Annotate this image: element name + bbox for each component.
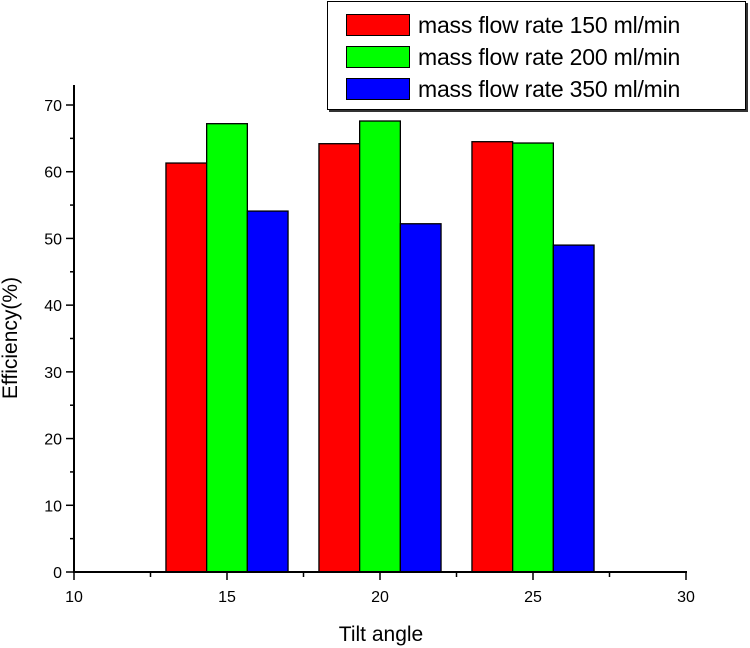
x-tick-label: 25 (524, 589, 542, 606)
y-axis-title: Efficiency(%) (0, 277, 22, 399)
bar (165, 162, 208, 573)
y-tick-label: 60 (44, 165, 62, 182)
x-tick-label: 15 (218, 589, 236, 606)
legend-label: mass flow rate 350 ml/min (418, 75, 681, 102)
y-tick-label: 30 (44, 365, 62, 382)
y-tick-label: 20 (44, 432, 62, 449)
x-axis: 10 15 20 25 30 (65, 571, 695, 606)
legend-swatch-red (346, 14, 410, 36)
y-axis: 0 10 20 30 40 50 60 70 (44, 85, 75, 582)
legend-item-150: mass flow rate 150 ml/min (346, 10, 680, 40)
bar (552, 244, 595, 573)
bar (246, 210, 289, 573)
x-tick-label: 30 (677, 589, 695, 606)
bar (512, 142, 554, 573)
legend-item-200: mass flow rate 200 ml/min (346, 42, 680, 72)
legend-swatch-blue (346, 78, 410, 100)
x-axis-title: Tilt angle (339, 623, 423, 646)
bar (318, 143, 361, 573)
y-tick-label: 0 (53, 565, 62, 582)
y-tick-label: 70 (44, 98, 62, 115)
legend-swatch-green (346, 46, 410, 68)
x-tick-label: 10 (65, 589, 83, 606)
legend-label: mass flow rate 200 ml/min (418, 43, 681, 70)
legend-item-350: mass flow rate 350 ml/min (346, 74, 680, 104)
y-tick-label: 40 (44, 298, 62, 315)
bars-layer (165, 120, 595, 573)
legend-label: mass flow rate 150 ml/min (418, 11, 681, 38)
bar (206, 123, 248, 573)
bar (471, 141, 514, 573)
y-tick-label: 10 (44, 498, 62, 515)
legend: mass flow rate 150 ml/min mass flow rate… (327, 1, 746, 110)
y-tick-label: 50 (44, 231, 62, 248)
x-tick-label: 20 (371, 589, 389, 606)
bar (399, 223, 442, 573)
bar (359, 120, 401, 573)
